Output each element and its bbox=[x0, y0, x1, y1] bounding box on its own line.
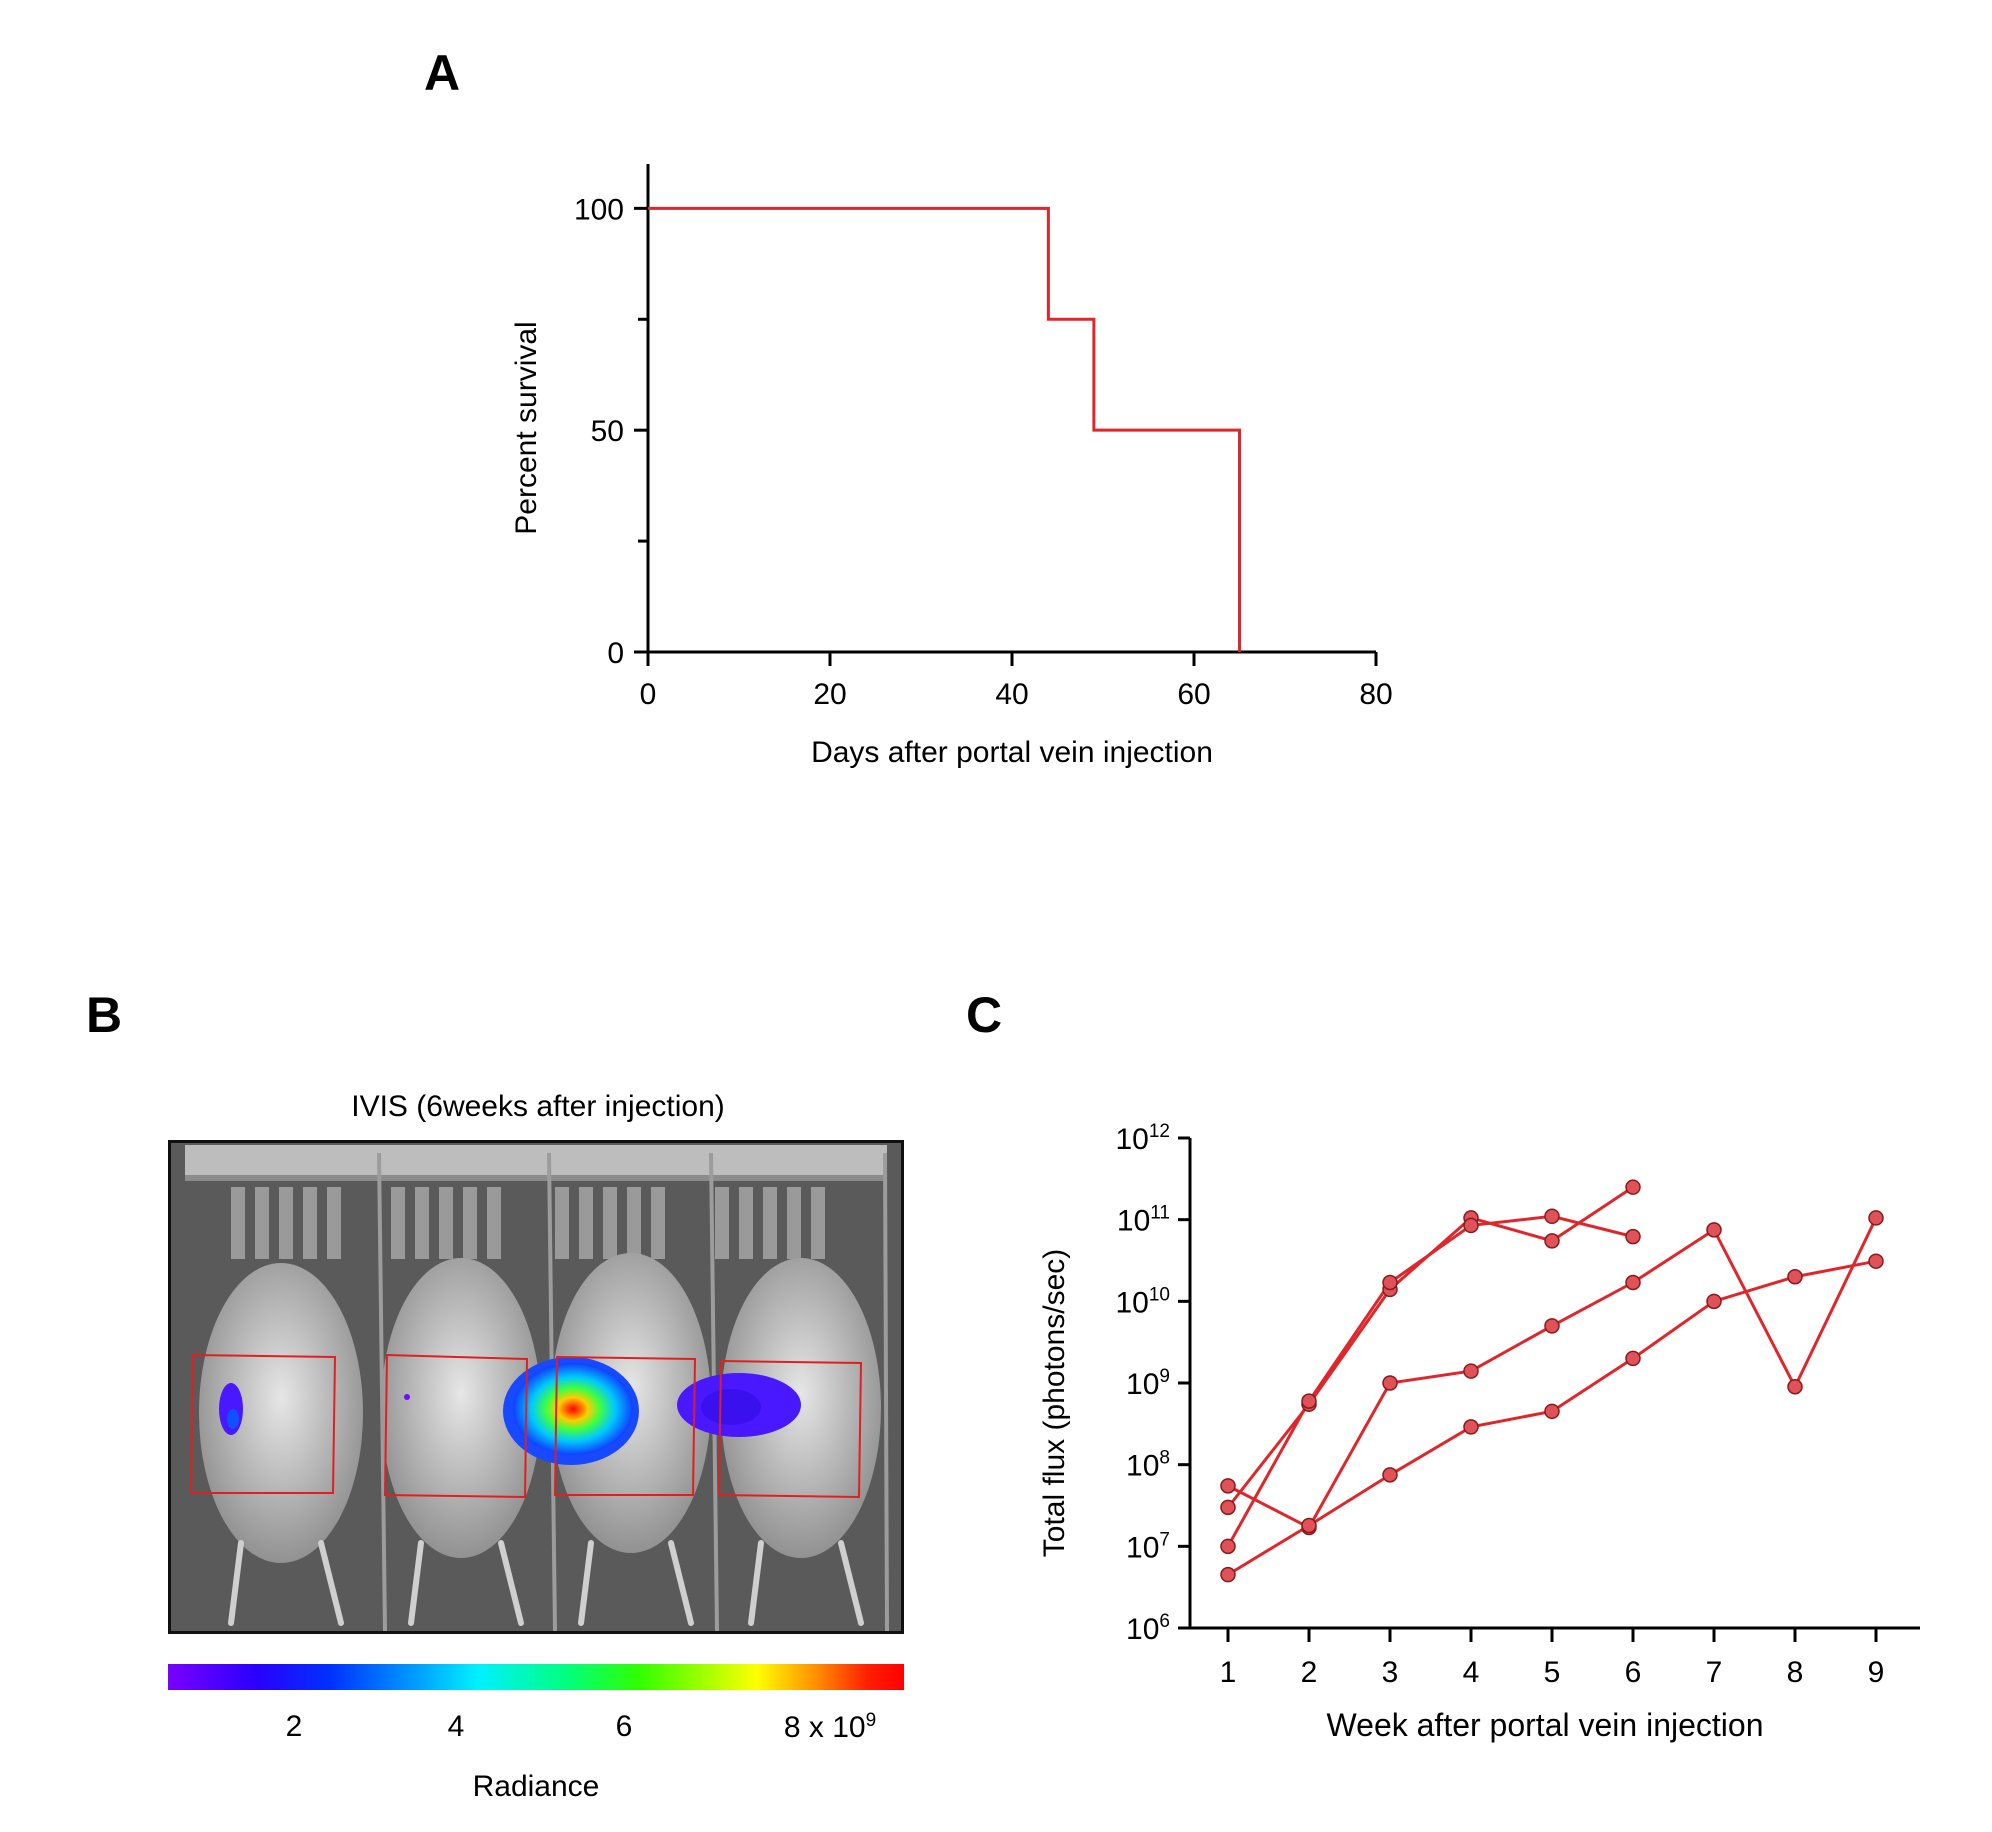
y-tick-base: 10 bbox=[1115, 1123, 1148, 1156]
series-line bbox=[1226, 1214, 1634, 1548]
y-axis-label: Percent survival bbox=[510, 321, 543, 534]
y-tick-base: 10 bbox=[1115, 1286, 1148, 1319]
series-line bbox=[1226, 1185, 1634, 1509]
survival-curve bbox=[648, 206, 1241, 652]
data-point bbox=[1220, 1478, 1236, 1494]
y-tick-base: 10 bbox=[1117, 1205, 1150, 1238]
data-point bbox=[1301, 1517, 1317, 1534]
x-tick-label: 6 bbox=[1625, 1656, 1642, 1689]
data-point bbox=[1868, 1253, 1884, 1269]
panel-label-c: C bbox=[966, 987, 1003, 1043]
y-tick-label: 107 bbox=[1126, 1529, 1170, 1564]
data-point bbox=[1787, 1378, 1803, 1395]
y-tick-base: 10 bbox=[1126, 1450, 1159, 1483]
x-tick-label: 5 bbox=[1544, 1656, 1561, 1689]
data-point bbox=[1220, 1566, 1236, 1583]
data-point bbox=[1220, 1538, 1236, 1555]
y-tick-exp: 12 bbox=[1149, 1121, 1170, 1142]
x-tick-label: 7 bbox=[1706, 1656, 1723, 1689]
x-axis-label: Week after portal vein injection bbox=[1327, 1707, 1764, 1743]
y-tick-label: 50 bbox=[591, 415, 624, 448]
data-point bbox=[1544, 1208, 1560, 1225]
data-point bbox=[1382, 1467, 1398, 1483]
ivis-image bbox=[168, 1140, 904, 1634]
data-point bbox=[1544, 1318, 1560, 1334]
series-line bbox=[1227, 1217, 1878, 1530]
data-point bbox=[1382, 1274, 1398, 1291]
data-point bbox=[1625, 1179, 1641, 1195]
x-tick-label: 2 bbox=[1301, 1656, 1318, 1689]
x-tick-label: 0 bbox=[640, 678, 657, 711]
data-point bbox=[1625, 1350, 1641, 1367]
y-tick-label: 100 bbox=[574, 193, 624, 226]
y-tick-label: 1010 bbox=[1115, 1284, 1170, 1319]
y-tick-label: 1011 bbox=[1117, 1203, 1170, 1238]
x-tick-label: 60 bbox=[1177, 678, 1210, 711]
x-tick-label: 20 bbox=[813, 678, 846, 711]
colorbar-label: Radiance bbox=[472, 1770, 600, 1803]
x-tick-label: 9 bbox=[1868, 1656, 1885, 1689]
data-point bbox=[1544, 1403, 1560, 1420]
colorbar-tick-exp: 9 bbox=[865, 1710, 877, 1731]
x-axis-label: Days after portal vein injection bbox=[811, 736, 1213, 769]
y-tick-exp: 6 bbox=[1159, 1611, 1170, 1632]
x-tick-label: 80 bbox=[1359, 678, 1392, 711]
y-tick-label: 0 bbox=[607, 637, 624, 670]
y-tick-label: 108 bbox=[1126, 1448, 1170, 1483]
y-tick-base: 10 bbox=[1126, 1613, 1159, 1646]
colorbar-tick-base: 8 x 10 bbox=[783, 1711, 866, 1744]
colorbar-tick: 6 bbox=[615, 1710, 633, 1743]
x-tick-label: 4 bbox=[1463, 1656, 1480, 1689]
survival-chart: 0 20 40 60 80 0 50 100 Days after portal vein in… bbox=[510, 164, 1393, 769]
y-tick-exp: 7 bbox=[1159, 1529, 1170, 1550]
panel-label-a: A bbox=[424, 45, 461, 101]
colorbar-tick-last: 8 x 109 bbox=[784, 1710, 876, 1745]
data-point bbox=[1544, 1233, 1560, 1249]
data-point bbox=[1706, 1222, 1722, 1238]
y-axis-label: Total flux (photons/sec) bbox=[1038, 1249, 1071, 1557]
ivis-title: IVIS (6weeks after injection) bbox=[351, 1090, 725, 1123]
y-tick-label: 1012 bbox=[1115, 1121, 1170, 1156]
y-tick-exp: 11 bbox=[1150, 1203, 1170, 1224]
y-tick-label: 109 bbox=[1126, 1366, 1170, 1401]
data-point bbox=[1706, 1293, 1722, 1310]
data-point bbox=[1625, 1274, 1641, 1291]
y-tick-exp: 9 bbox=[1159, 1366, 1170, 1387]
y-tick-exp: 8 bbox=[1159, 1448, 1170, 1469]
data-point bbox=[1625, 1228, 1641, 1245]
data-point bbox=[1301, 1393, 1317, 1409]
y-tick-label: 106 bbox=[1126, 1611, 1170, 1646]
data-point bbox=[1463, 1419, 1479, 1435]
data-point bbox=[1463, 1217, 1479, 1234]
data-point bbox=[1220, 1499, 1236, 1516]
data-point bbox=[1868, 1210, 1884, 1226]
x-tick-label: 40 bbox=[995, 678, 1028, 711]
colorbar-tick: 2 bbox=[285, 1710, 303, 1743]
data-point bbox=[1463, 1363, 1479, 1379]
y-tick-base: 10 bbox=[1126, 1531, 1159, 1564]
data-point bbox=[1382, 1375, 1398, 1391]
data-point bbox=[1787, 1268, 1803, 1285]
radiance-colorbar bbox=[168, 1664, 904, 1690]
x-tick-label: 3 bbox=[1382, 1656, 1399, 1689]
colorbar-tick: 4 bbox=[447, 1710, 465, 1743]
y-tick-exp: 10 bbox=[1149, 1284, 1170, 1305]
panel-label-b: B bbox=[86, 987, 123, 1043]
x-tick-label: 8 bbox=[1787, 1656, 1804, 1689]
y-tick-base: 10 bbox=[1126, 1368, 1159, 1401]
x-tick-label: 1 bbox=[1220, 1656, 1237, 1689]
